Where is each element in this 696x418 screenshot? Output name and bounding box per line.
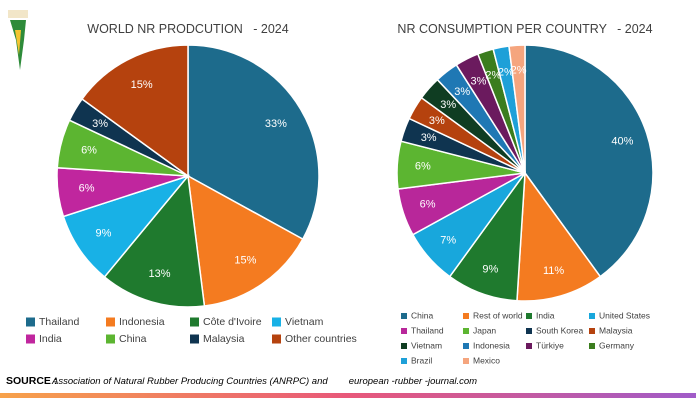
slice-label: 15%: [131, 79, 153, 91]
legend-swatch: [463, 343, 469, 349]
legend-swatch: [526, 343, 532, 349]
footer-bar: [0, 393, 696, 398]
legend-swatch: [190, 334, 199, 344]
legend-label: China: [411, 310, 433, 320]
legend-swatch: [26, 317, 35, 327]
legend-swatch: [26, 334, 35, 344]
pie-slice: [80, 44, 189, 178]
legend-label: Türkiye: [536, 340, 564, 350]
slice-label: 3%: [92, 118, 108, 130]
slice-label: 6%: [420, 199, 436, 211]
legend-swatch: [589, 313, 595, 319]
legend-swatch: [401, 358, 407, 364]
chart-title: WORLD NR PRODCUTION - 2024: [87, 22, 288, 36]
pie-slice: [187, 44, 320, 241]
slice-label: 11%: [543, 265, 564, 277]
slice-label: 2%: [485, 70, 501, 82]
legend-swatch: [190, 317, 199, 327]
slice-label: 6%: [79, 183, 95, 195]
legend-swatch: [463, 358, 469, 364]
legend-label: Japan: [473, 325, 496, 335]
chart-title: NR CONSUMPTION PER COUNTRY - 2024: [397, 22, 652, 36]
legend-label: Indonesia: [119, 316, 165, 328]
legend-swatch: [106, 334, 115, 344]
slice-label: 3%: [440, 99, 456, 111]
pie-slice: [508, 44, 526, 174]
legend-label: Malaysia: [203, 333, 245, 345]
legend-label: Côte d'Ivoire: [203, 316, 262, 328]
pie-slice: [187, 174, 304, 307]
slice-label: 7%: [440, 235, 456, 247]
legend-swatch: [401, 313, 407, 319]
pie-slice: [524, 44, 654, 278]
slice-label: 3%: [421, 132, 437, 144]
slice-label: 2%: [498, 66, 514, 78]
slice-label: 6%: [81, 144, 97, 156]
legend-label: Indonesia: [473, 340, 510, 350]
legend-swatch: [106, 317, 115, 327]
logo: [8, 10, 28, 70]
source-text: Association of Natural Rubber Producing …: [51, 376, 477, 387]
pie-slice: [516, 170, 602, 302]
legend-swatch: [589, 328, 595, 334]
legend-label: Germany: [599, 340, 635, 350]
legend-swatch: [526, 328, 532, 334]
slice-label: 33%: [265, 118, 287, 130]
slice-label: 6%: [415, 160, 431, 172]
legend-label: Malaysia: [599, 325, 633, 335]
legend-label: India: [536, 310, 555, 320]
slice-label: 9%: [96, 227, 112, 239]
slice-label: 2%: [511, 65, 527, 77]
legend-swatch: [401, 328, 407, 334]
legend-label: Vietnam: [411, 340, 442, 350]
legend-label: United States: [599, 310, 650, 320]
legend-swatch: [463, 313, 469, 319]
source-label: SOURCE :: [6, 375, 57, 387]
slice-label: 40%: [611, 135, 633, 147]
legend-label: Thailand: [39, 316, 79, 328]
slice-label: 13%: [148, 268, 170, 280]
legend-label: Rest of world: [473, 310, 523, 320]
legend-label: China: [119, 333, 147, 345]
legend-swatch: [589, 343, 595, 349]
legend-swatch: [526, 313, 532, 319]
slice-label: 15%: [234, 254, 256, 266]
legend-label: Vietnam: [285, 316, 324, 328]
legend-label: Mexico: [473, 355, 500, 365]
legend-label: Brazil: [411, 355, 432, 365]
pie-slice: [103, 174, 206, 308]
legend-swatch: [272, 317, 281, 327]
legend-label: India: [39, 333, 62, 345]
legend-label: South Korea: [536, 325, 584, 335]
slice-label: 3%: [454, 86, 470, 98]
legend-swatch: [463, 328, 469, 334]
slice-label: 9%: [482, 263, 498, 275]
legend-label: Other countries: [285, 333, 357, 345]
slice-label: 3%: [471, 76, 487, 88]
legend-swatch: [272, 334, 281, 344]
legend-swatch: [401, 343, 407, 349]
slice-label: 3%: [429, 115, 445, 127]
legend-label: Thailand: [411, 325, 444, 335]
